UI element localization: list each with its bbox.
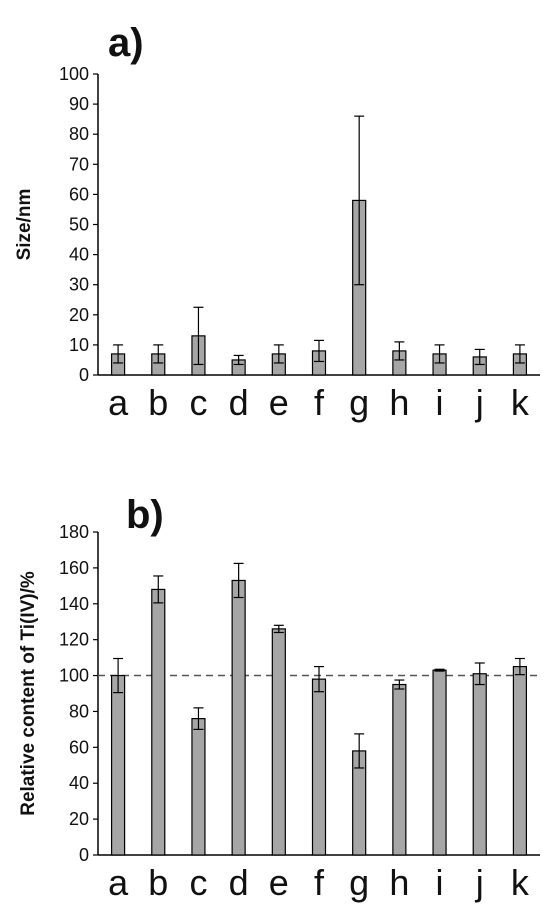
- y-tick-label: 140: [59, 594, 89, 614]
- y-tick-label: 20: [69, 305, 89, 325]
- x-tick-label: a: [108, 862, 129, 903]
- x-tick-label: j: [475, 382, 484, 423]
- y-tick-label: 40: [69, 245, 89, 265]
- y-tick-label: 40: [69, 773, 89, 793]
- x-tick-label: e: [269, 382, 289, 423]
- x-tick-label: f: [314, 862, 325, 903]
- bar-i: [432, 669, 447, 856]
- x-tick-label: c: [189, 382, 207, 423]
- y-tick-label: 50: [69, 215, 89, 235]
- x-tick-label: d: [229, 382, 249, 423]
- bar-b: [151, 588, 166, 856]
- y-tick-label: 100: [59, 64, 89, 84]
- x-tick-label: b: [148, 862, 168, 903]
- x-tick-label: h: [389, 862, 409, 903]
- bar-h: [392, 683, 407, 856]
- x-tick-label: k: [511, 382, 530, 423]
- x-tick-label: i: [436, 382, 444, 423]
- x-tick-label: g: [349, 382, 369, 423]
- bar-c: [191, 718, 206, 856]
- bar-d: [231, 579, 246, 856]
- bar-j: [472, 673, 487, 856]
- x-tick-label: g: [349, 862, 369, 903]
- bar-a: [110, 674, 126, 856]
- y-tick-label: 30: [69, 275, 89, 295]
- y-tick-label: 70: [69, 154, 89, 174]
- x-tick-label: j: [475, 862, 484, 903]
- y-tick-label: 80: [69, 701, 89, 721]
- x-tick-label: a: [108, 382, 129, 423]
- y-tick-label: 60: [69, 184, 89, 204]
- y-tick-label: 20: [69, 809, 89, 829]
- chart-ti-content: b) Relative content of Ti(IV)/% 0 20 40 60 80 1…: [18, 493, 540, 903]
- y-tick-label: 0: [79, 845, 89, 865]
- y-axis-label: Relative content of Ti(IV)/%: [18, 571, 39, 816]
- x-tick-label: k: [511, 862, 530, 903]
- y-tick-label: 180: [59, 522, 89, 542]
- panel-label: a): [108, 21, 144, 65]
- y-tick-label: 90: [69, 94, 89, 114]
- x-tick-label: d: [229, 862, 249, 903]
- bar-f: [311, 678, 327, 856]
- bar-k: [512, 665, 528, 856]
- chart-size: a) Size/nm 0 10 20 30 40 50 60 70 80 90 100 a b c d e f g h i…: [14, 21, 540, 423]
- y-tick-label: 160: [59, 558, 89, 578]
- y-tick-label: 0: [79, 365, 89, 385]
- x-tick-label: b: [148, 382, 168, 423]
- x-tick-label: e: [269, 862, 289, 903]
- bar-e: [271, 628, 286, 856]
- panel-label: b): [126, 493, 164, 537]
- y-tick-label: 10: [69, 335, 89, 355]
- y-tick-label: 100: [59, 666, 89, 686]
- x-tick-label: h: [389, 382, 409, 423]
- y-tick-label: 80: [69, 124, 89, 144]
- x-tick-label: i: [436, 862, 444, 903]
- x-tick-label: c: [189, 862, 207, 903]
- y-axis-label: Size/nm: [14, 189, 35, 261]
- y-tick-label: 120: [59, 630, 89, 650]
- y-tick-label: 60: [69, 737, 89, 757]
- x-tick-label: f: [314, 382, 325, 423]
